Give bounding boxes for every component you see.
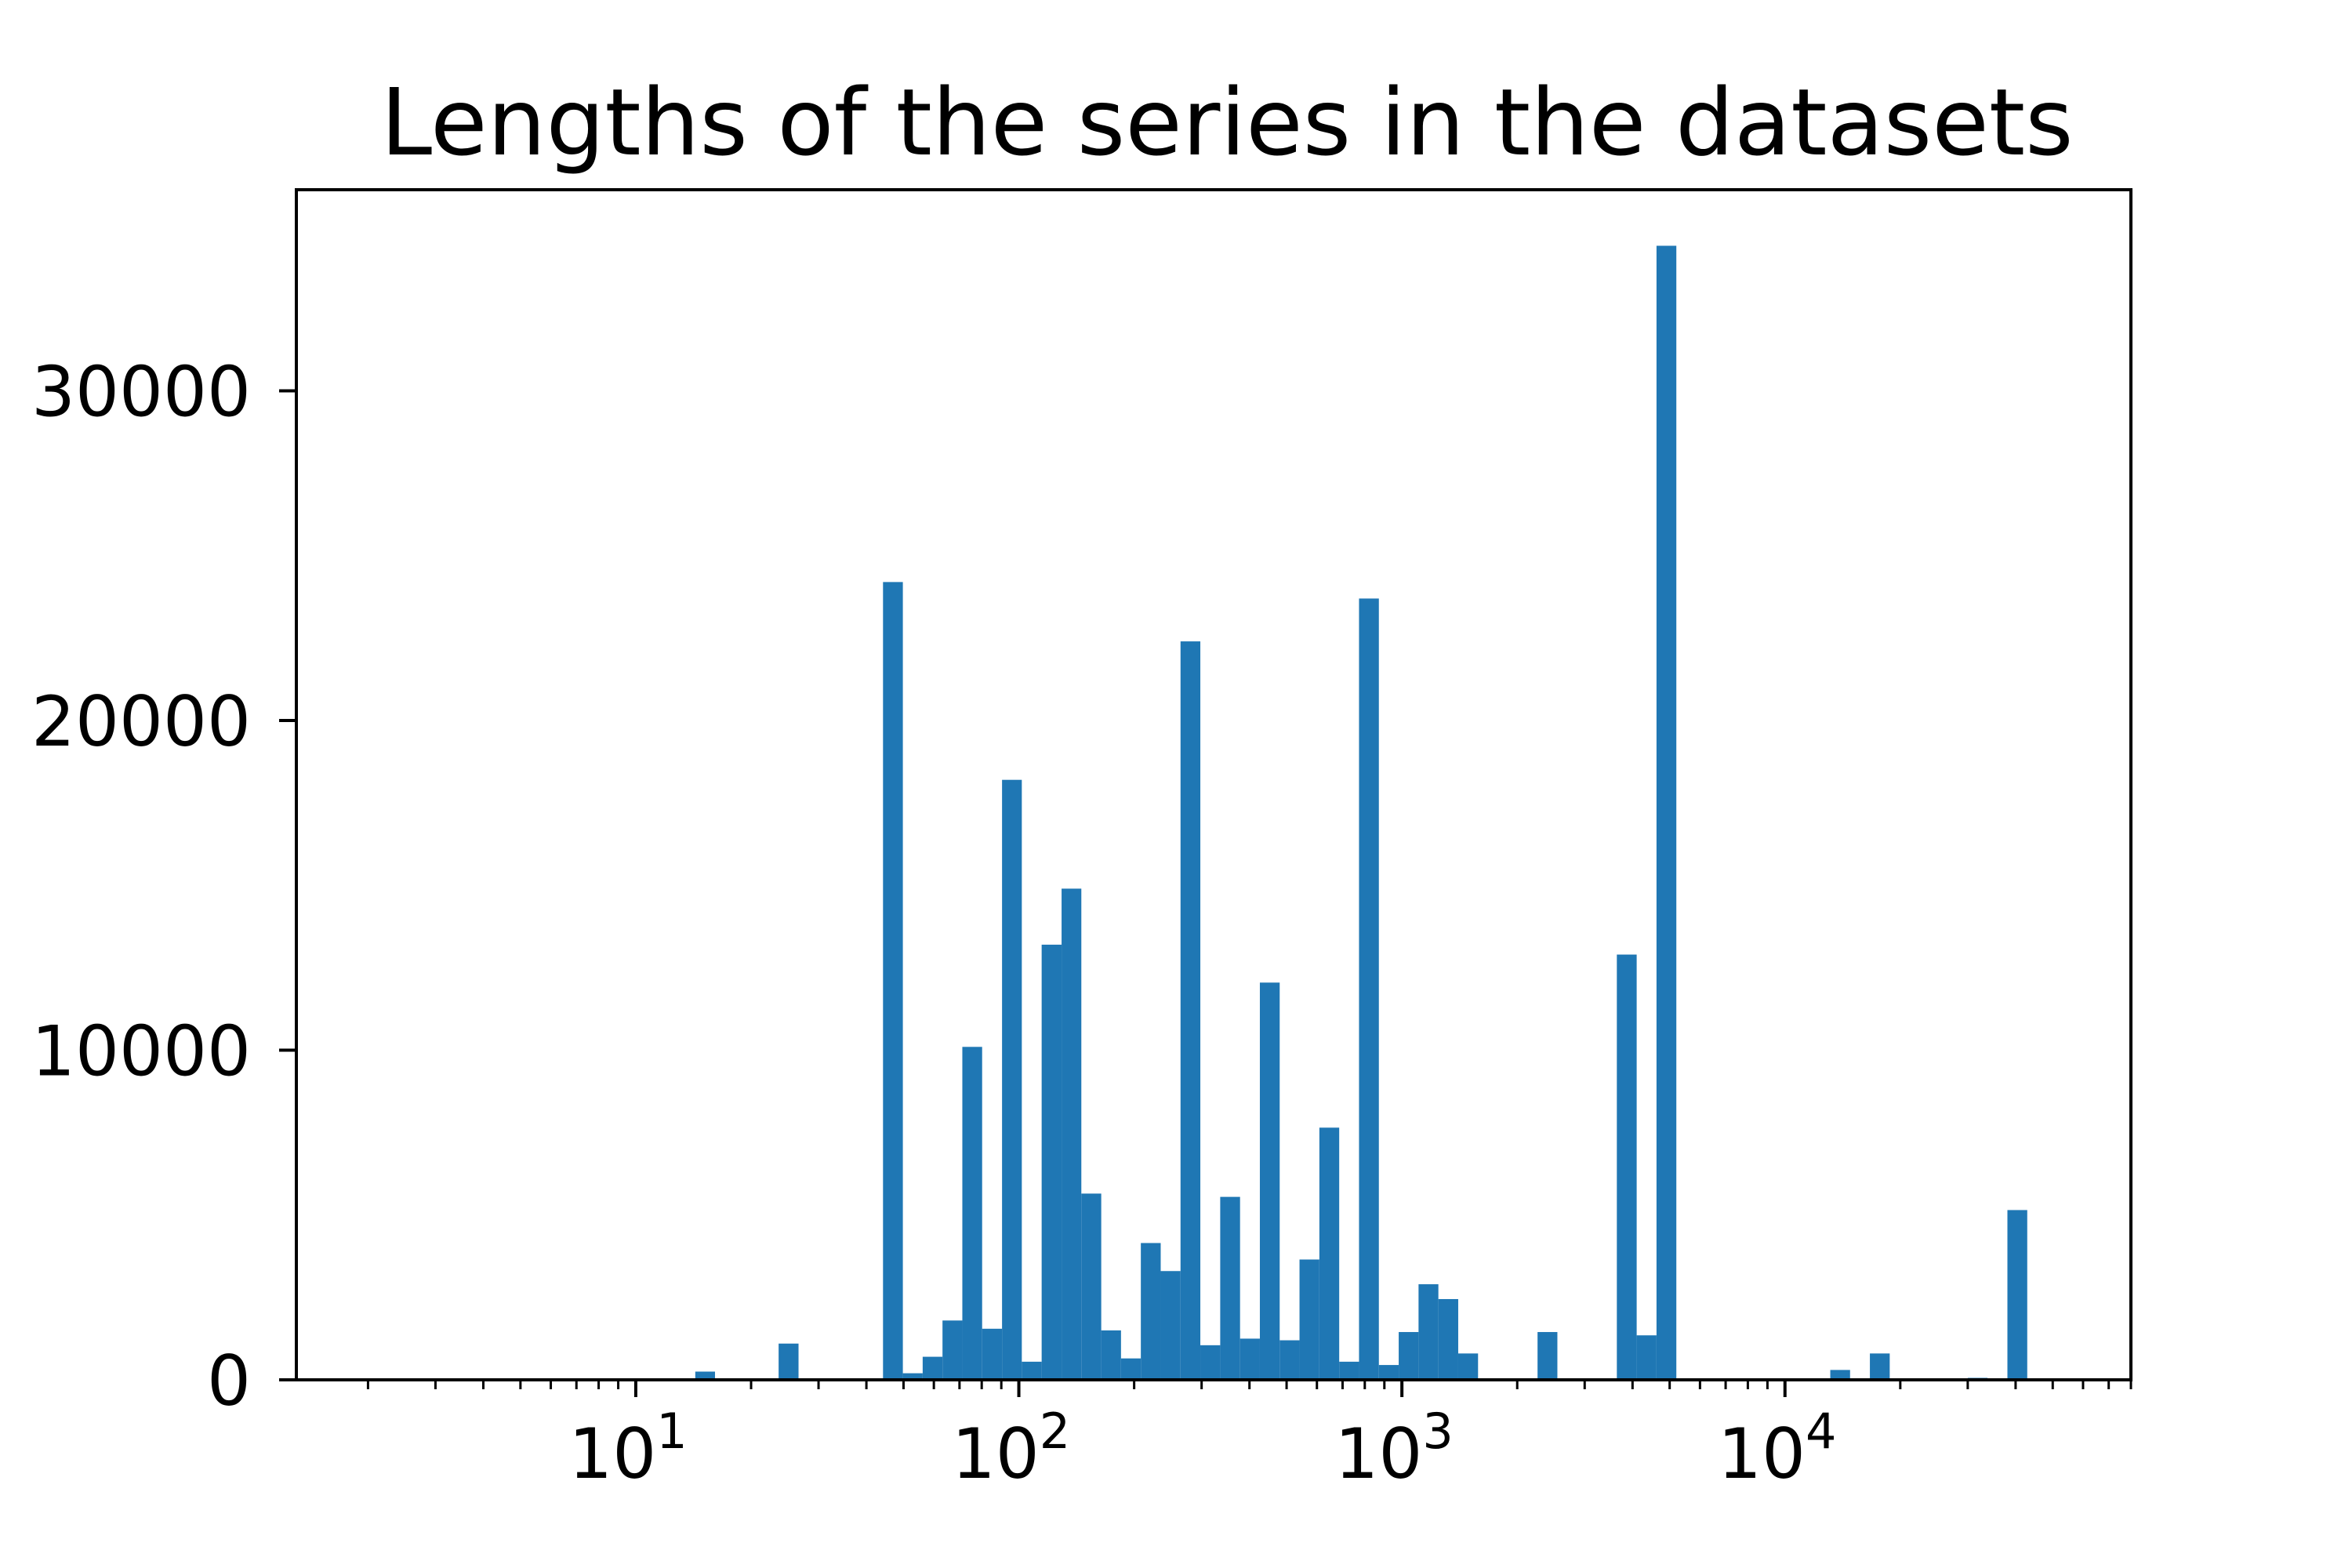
histogram-bar-31	[1457, 1353, 1479, 1380]
histogram-bar-1	[779, 1343, 799, 1380]
y-tick-label-3: 30000	[31, 352, 251, 433]
histogram-bar-10	[1041, 944, 1062, 1380]
histogram-bar-4	[922, 1356, 943, 1380]
histogram-bar-18	[1200, 1345, 1221, 1380]
histogram-bar-39	[2007, 1210, 2027, 1380]
histogram-bar-2	[883, 582, 903, 1380]
histogram-bar-36	[1830, 1370, 1850, 1380]
y-axis-ticks: 0 10000 20000 30000	[31, 352, 296, 1421]
histogram-bar-26	[1359, 598, 1379, 1380]
histogram-bar-34	[1636, 1335, 1657, 1380]
chart-title: Lengths of the series in the datasets	[380, 68, 2073, 176]
histogram-bar-28	[1399, 1332, 1419, 1380]
histogram-bar-25	[1339, 1361, 1359, 1380]
x-axis-ticks: 101 102 103 104	[568, 1380, 1836, 1494]
x-tick-label-0: 101	[568, 1403, 687, 1494]
y-tick-label-1: 10000	[31, 1011, 251, 1092]
histogram-bar-9	[1022, 1361, 1042, 1380]
histogram-bar-14	[1120, 1358, 1142, 1380]
histogram-bar-20	[1240, 1338, 1260, 1380]
histogram-bar-37	[1870, 1353, 1890, 1380]
histogram-bar-35	[1656, 245, 1677, 1381]
histogram-bar-16	[1160, 1271, 1181, 1380]
histogram-bar-23	[1299, 1259, 1319, 1380]
histogram-bar-27	[1378, 1365, 1399, 1380]
histogram-bar-21	[1259, 982, 1280, 1380]
histogram-bar-24	[1319, 1127, 1340, 1380]
histogram-bar-11	[1062, 888, 1082, 1380]
plot-frame	[295, 188, 2132, 1381]
histogram-bar-8	[1002, 779, 1022, 1380]
y-tick-label-2: 20000	[31, 681, 251, 762]
histogram-bar-30	[1438, 1298, 1458, 1380]
histogram-bar-3	[902, 1373, 923, 1380]
histogram-bar-15	[1141, 1243, 1161, 1380]
histogram-bar-0	[695, 1371, 715, 1380]
histogram-bar-33	[1617, 954, 1637, 1380]
histogram-bar-17	[1180, 641, 1201, 1380]
histogram-bar-5	[942, 1320, 963, 1380]
bars-layer	[695, 245, 2027, 1381]
x-tick-label-3: 104	[1718, 1403, 1836, 1494]
x-tick-label-2: 103	[1334, 1403, 1453, 1494]
histogram-bar-12	[1081, 1193, 1102, 1380]
histogram-bar-19	[1220, 1196, 1240, 1380]
histogram-bar-7	[982, 1328, 1003, 1380]
histogram-bar-32	[1537, 1332, 1558, 1380]
histogram-bar-29	[1418, 1284, 1439, 1380]
histogram-bar-22	[1279, 1340, 1300, 1380]
histogram-bar-6	[962, 1047, 982, 1380]
y-tick-label-0: 0	[207, 1341, 251, 1421]
x-tick-label-1: 102	[952, 1403, 1070, 1494]
histogram-bar-13	[1101, 1330, 1121, 1380]
